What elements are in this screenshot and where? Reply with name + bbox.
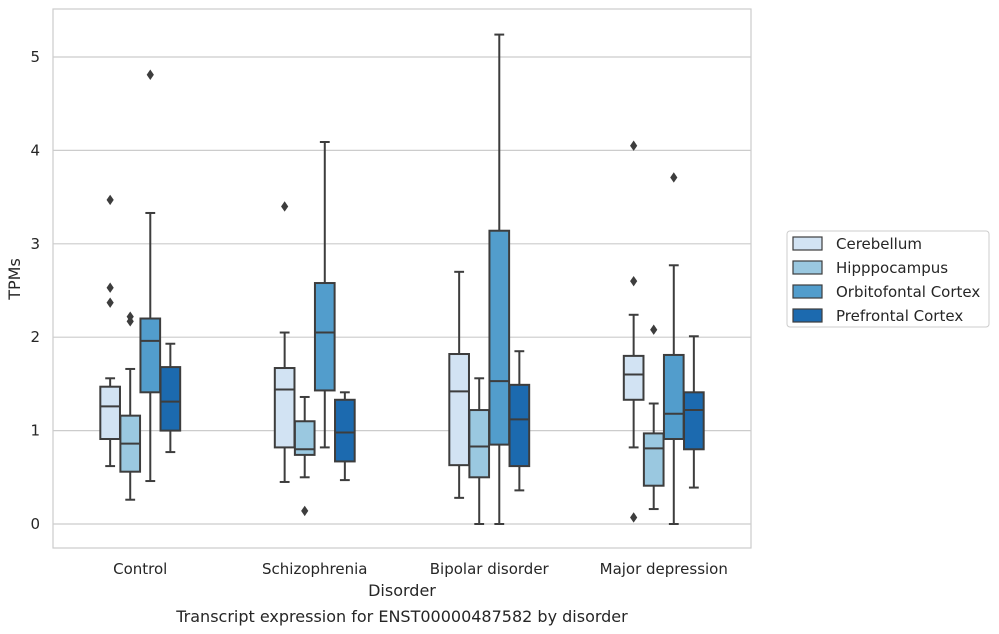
outlier-point xyxy=(106,282,114,293)
y-axis-label: TPMs xyxy=(5,258,24,301)
y-tick-label: 0 xyxy=(30,515,40,533)
box-iqr xyxy=(293,420,316,456)
box-iqr xyxy=(313,282,336,392)
x-tick-label: Schizophrenia xyxy=(262,560,367,578)
chart-caption: Transcript expression for ENST0000048758… xyxy=(175,607,628,626)
outlier-point xyxy=(630,140,638,151)
box-group xyxy=(683,335,705,489)
boxes-layer xyxy=(99,33,705,525)
box-iqr xyxy=(468,409,491,479)
box-iqr xyxy=(139,317,162,394)
box-group xyxy=(488,33,511,525)
outlier-point xyxy=(670,172,678,183)
box-iqr xyxy=(642,432,665,487)
plot-frame xyxy=(52,8,752,549)
box-group xyxy=(622,140,645,523)
outlier-point xyxy=(106,297,114,308)
box-iqr xyxy=(448,353,470,467)
legend-swatch xyxy=(792,308,823,323)
box-iqr xyxy=(273,367,296,449)
y-tick-label: 5 xyxy=(30,48,40,66)
legend-swatch xyxy=(792,236,823,251)
outlier-point xyxy=(630,275,638,287)
box-iqr xyxy=(683,391,705,451)
box-group xyxy=(159,342,182,454)
box-group xyxy=(273,201,296,483)
box-iqr xyxy=(334,398,356,463)
box-group xyxy=(468,377,491,525)
box-iqr xyxy=(662,353,685,441)
x-axis-ticks: Control Schizophrenia Bipolar disorder Majo… xyxy=(113,560,728,578)
legend-frame xyxy=(786,230,990,328)
legend-label: Orbitofontal Cortex xyxy=(836,283,980,301)
x-tick-label: Control xyxy=(113,560,167,578)
box-iqr xyxy=(488,229,511,446)
x-tick-label: Major depression xyxy=(600,560,728,578)
outlier-point xyxy=(630,512,638,523)
y-tick-label: 4 xyxy=(30,141,40,159)
box-group xyxy=(293,395,316,517)
outlier-point xyxy=(126,316,134,327)
x-tick-label: Bipolar disorder xyxy=(430,560,550,578)
y-tick-label: 3 xyxy=(30,235,40,253)
legend-label: Cerebellum xyxy=(836,235,922,253)
y-tick-label: 2 xyxy=(30,328,40,346)
box-group xyxy=(508,350,531,492)
box-group xyxy=(642,324,665,511)
box-group xyxy=(139,69,162,483)
y-tick-label: 1 xyxy=(30,422,40,440)
box-group xyxy=(334,391,356,482)
legend-label: Hipppocampus xyxy=(836,259,948,277)
legend-swatch xyxy=(792,284,823,299)
outlier-point xyxy=(106,194,114,206)
legend-swatch xyxy=(792,260,823,275)
box-group xyxy=(313,140,336,449)
x-axis-label: Disorder xyxy=(368,581,436,600)
box-group xyxy=(99,194,121,468)
outlier-point xyxy=(301,505,309,517)
legend: Cerebellum Hipppocampus Orbitofontal Corte… xyxy=(786,230,990,328)
box-iqr xyxy=(99,385,121,441)
outlier-point xyxy=(146,69,154,80)
box-iqr xyxy=(159,366,182,432)
outlier-point xyxy=(281,201,289,212)
outlier-point xyxy=(650,324,658,335)
box-iqr xyxy=(508,383,531,468)
box-group xyxy=(119,311,142,501)
y-axis-ticks: 0 1 2 3 4 5 xyxy=(30,48,40,533)
legend-label: Prefrontal Cortex xyxy=(836,307,963,325)
box-iqr xyxy=(622,354,645,401)
